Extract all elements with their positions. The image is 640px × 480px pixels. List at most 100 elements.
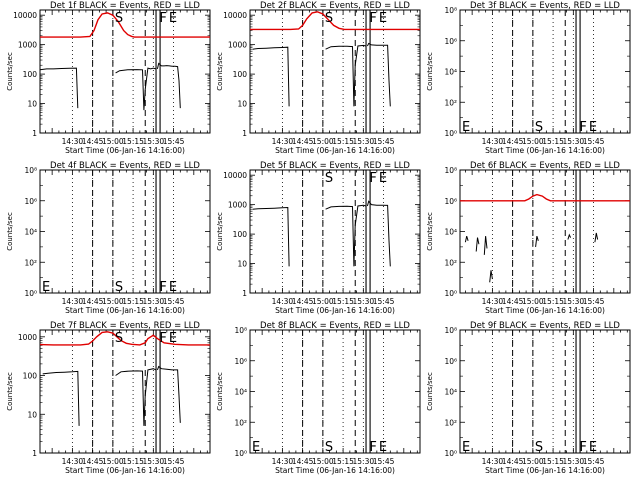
panel-det-2f: Det 2f BLACK = Events, RED = LLD 14:3014:…: [216, 1, 421, 155]
y-tick-label: 10⁴: [444, 228, 457, 237]
x-tick-label: 15:00: [312, 457, 334, 466]
marker-s: S: [325, 11, 333, 26]
x-tick-label: 15:00: [522, 297, 544, 306]
marker-s: S: [115, 11, 123, 26]
y-tick-label: 10²: [444, 98, 457, 107]
x-tick-label: 15:45: [373, 137, 395, 146]
x-tick-label: 14:30: [482, 137, 504, 146]
series-events-line: [366, 200, 391, 267]
y-tick-label: 10: [27, 410, 37, 419]
y-tick-label: 10⁰: [234, 449, 247, 458]
plot-frame: [459, 329, 631, 454]
y-axis-label: Counts/sec: [426, 372, 434, 411]
series-events-line: [475, 237, 480, 252]
y-tick-label: 1: [32, 449, 37, 458]
y-tick-label: 10000: [13, 11, 37, 20]
y-axis-label: Counts/sec: [426, 52, 434, 91]
y-tick-label: 10: [237, 100, 247, 109]
series-events-line: [252, 46, 290, 107]
series-events-line: [325, 204, 367, 267]
marker-f: F: [369, 171, 376, 186]
y-tick-label: 1000: [228, 201, 247, 210]
marker-e: E: [169, 280, 177, 295]
x-tick-label: 14:45: [82, 457, 104, 466]
plot-frame: [249, 329, 421, 454]
x-tick-label: 15:30: [143, 457, 165, 466]
x-axis-label: Start Time (06-Jan-16 14:16:00): [485, 466, 605, 475]
plot-frame: [459, 9, 631, 134]
y-tick-label: 1: [242, 129, 247, 138]
panel-title: Det 5f BLACK = Events, RED = LLD: [260, 161, 410, 171]
panel-title: Det 6f BLACK = Events, RED = LLD: [470, 161, 620, 171]
panel-det-3f: Det 3f BLACK = Events, RED = LLD 14:3014:…: [426, 1, 631, 155]
y-tick-label: 10⁰: [24, 289, 37, 298]
y-tick-label: 1000: [18, 41, 37, 50]
x-tick-label: 15:30: [353, 457, 375, 466]
x-tick-label: 15:15: [332, 137, 354, 146]
marker-f: F: [369, 11, 376, 26]
series-events-line: [156, 62, 181, 109]
marker-s: S: [115, 280, 123, 295]
marker-f: F: [159, 331, 166, 346]
x-tick-label: 14:45: [292, 457, 314, 466]
y-axis-label: Counts/sec: [6, 372, 14, 411]
x-tick-label: 15:00: [102, 457, 124, 466]
y-tick-label: 10²: [444, 258, 457, 267]
x-tick-label: 15:30: [143, 297, 165, 306]
plot-frame: [39, 169, 211, 294]
x-tick-label: 14:30: [482, 457, 504, 466]
x-tick-label: 15:15: [332, 297, 354, 306]
series-lld-line: [250, 11, 420, 31]
marker-s: S: [325, 440, 333, 455]
series-events-line: [156, 365, 181, 423]
x-tick-label: 14:30: [62, 457, 84, 466]
x-tick-label: 14:30: [62, 137, 84, 146]
y-tick-label: 1000: [228, 41, 247, 50]
x-tick-label: 14:45: [82, 297, 104, 306]
panel-det-5f: Det 5f BLACK = Events, RED = LLD 14:3014:…: [216, 161, 421, 315]
x-tick-label: 15:00: [102, 137, 124, 146]
y-tick-label: 100: [23, 372, 38, 381]
plot-frame: [39, 329, 211, 454]
x-tick-label: 15:30: [563, 457, 585, 466]
x-tick-label: 15:45: [583, 137, 605, 146]
y-tick-label: 10⁰: [444, 289, 457, 298]
y-tick-label: 10⁰: [444, 129, 457, 138]
x-tick-label: 15:00: [522, 137, 544, 146]
series-events-line: [252, 206, 290, 267]
y-tick-label: 10⁴: [444, 68, 457, 77]
x-tick-label: 15:15: [542, 137, 564, 146]
y-tick-label: 10: [237, 260, 247, 269]
x-axis-label: Start Time (06-Jan-16 14:16:00): [275, 466, 395, 475]
marker-e: E: [379, 171, 387, 186]
marker-f: F: [369, 440, 376, 455]
y-tick-label: 10²: [444, 418, 457, 427]
y-tick-label: 1: [32, 129, 37, 138]
x-tick-label: 14:30: [272, 137, 294, 146]
series-events-line: [325, 44, 367, 107]
x-tick-label: 15:15: [122, 297, 144, 306]
x-tick-label: 14:30: [62, 297, 84, 306]
series-events-line: [535, 235, 539, 247]
y-axis-label: Counts/sec: [426, 212, 434, 251]
marker-e: E: [379, 11, 387, 26]
y-tick-label: 10⁶: [444, 37, 457, 46]
x-tick-label: 15:45: [163, 137, 185, 146]
x-tick-label: 14:45: [292, 137, 314, 146]
y-axis-label: Counts/sec: [216, 372, 224, 411]
y-tick-label: 10⁸: [444, 326, 457, 335]
y-tick-label: 10000: [223, 11, 247, 20]
marker-e: E: [169, 11, 177, 26]
plot-frame: [249, 169, 421, 294]
x-tick-label: 14:45: [292, 297, 314, 306]
marker-e: E: [589, 120, 597, 135]
y-tick-label: 100: [23, 70, 38, 79]
x-tick-label: 14:30: [272, 297, 294, 306]
marker-e: E: [462, 440, 470, 455]
y-tick-label: 10⁸: [24, 166, 37, 175]
x-tick-label: 15:15: [542, 297, 564, 306]
y-tick-label: 10⁸: [444, 166, 457, 175]
y-tick-label: 10⁴: [234, 388, 247, 397]
x-tick-label: 14:45: [502, 457, 524, 466]
